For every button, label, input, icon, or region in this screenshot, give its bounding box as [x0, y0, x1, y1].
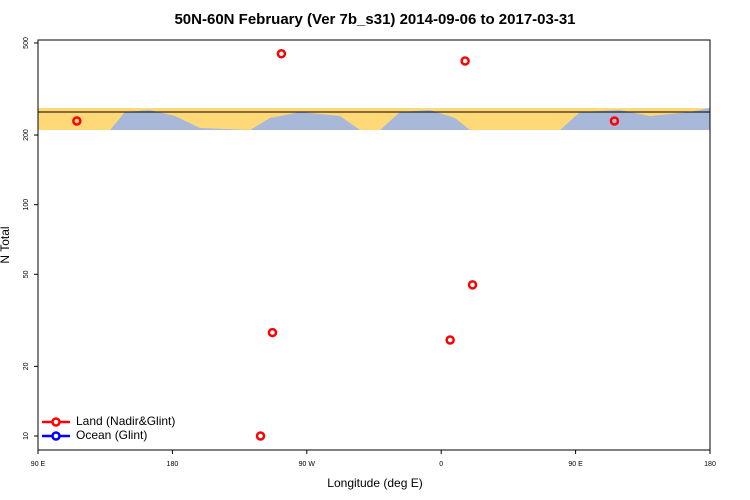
y-tick-label: 500 — [23, 37, 30, 49]
point — [72, 116, 82, 126]
y-tick-label: 200 — [23, 129, 30, 141]
y-axis-label: N Total — [0, 226, 12, 263]
plot-frame — [37, 39, 711, 451]
x-tick-label: 180 — [167, 461, 179, 468]
chart-title: 50N-60N February (Ver 7b_s31) 2014-09-06… — [174, 11, 575, 28]
point — [445, 335, 455, 345]
point — [460, 56, 470, 66]
x-tick-label: 90 E — [31, 461, 46, 468]
point — [276, 49, 287, 59]
y-tick-label: 10 — [23, 432, 30, 440]
point — [609, 116, 620, 126]
legend-marker — [51, 431, 61, 441]
legend-label: Land (Nadir&Glint) — [76, 414, 175, 428]
x-tick-label: 180 — [704, 461, 716, 468]
legend-marker — [51, 417, 61, 427]
x-tick-label: 90 W — [299, 461, 316, 468]
y-tick-label: 50 — [23, 270, 30, 278]
x-axis-label: Longitude (deg E) — [327, 476, 422, 490]
point — [267, 327, 278, 338]
map-strip — [38, 108, 710, 130]
point — [467, 280, 478, 290]
x-tick-label: 90 E — [568, 461, 583, 468]
point — [255, 431, 266, 441]
y-tick-label: 100 — [23, 199, 30, 211]
x-tick-label: 0 — [439, 461, 443, 468]
legend-label: Ocean (Glint) — [76, 428, 147, 442]
y-tick-label: 20 — [23, 362, 30, 370]
